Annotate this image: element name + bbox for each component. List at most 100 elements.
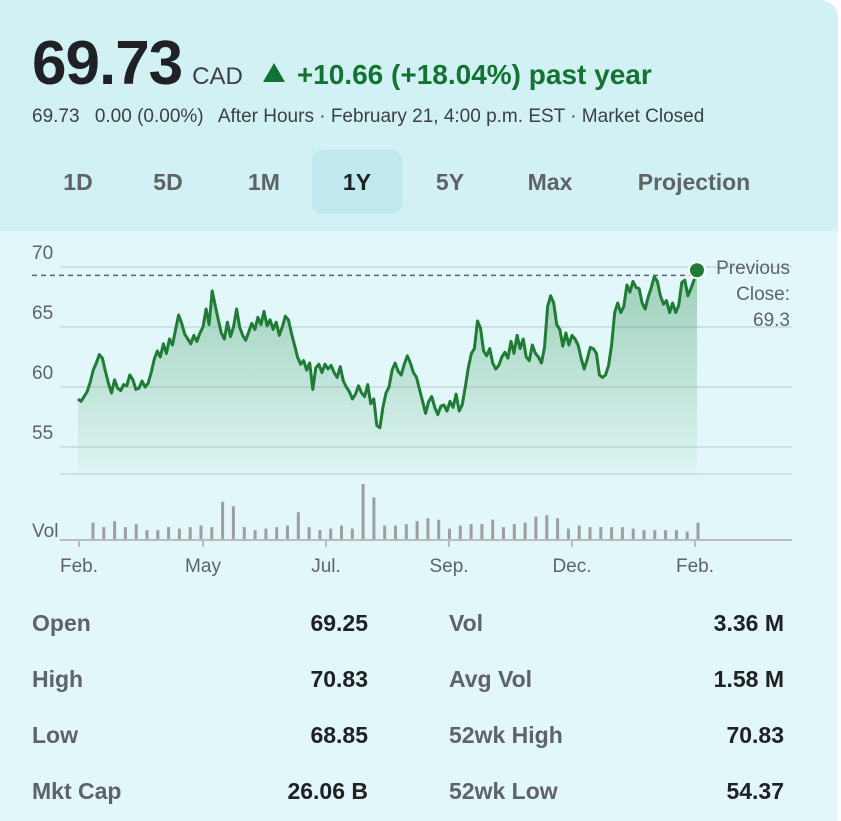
previous-close-text-line2: Close:: [736, 284, 790, 305]
stat-row: High 70.83 Avg Vol 1.58 M: [32, 666, 788, 696]
stat-value-low: 68.85: [310, 722, 368, 748]
volume-bar: [631, 528, 635, 539]
price-chart[interactable]: 70 65 60 55 Previous Close: 69.3 Vol Feb. Ma…: [0, 240, 838, 580]
x-tick-label: Feb.: [676, 556, 714, 577]
tab-label: 5Y: [435, 168, 465, 195]
x-tick-label: May: [185, 556, 221, 577]
price-change-text: +10.66 (+18.04%) past year: [296, 59, 652, 90]
stat-label-open: Open: [32, 610, 91, 636]
volume-bar: [642, 530, 646, 539]
tab-label: 1D: [63, 168, 93, 195]
x-tick-label: Dec.: [552, 556, 591, 577]
volume-bar: [329, 528, 333, 539]
volume-bar: [599, 527, 603, 539]
volume-bar: [253, 530, 257, 539]
tab-label: Projection: [637, 168, 751, 195]
current-price: 69.73: [32, 29, 183, 98]
after-hours-info: After Hours · February 21, 4:00 p.m. EST…: [217, 106, 705, 127]
volume-bar: [534, 516, 538, 539]
volume-bar: [685, 531, 689, 539]
y-axis-ticks: 70 65 60 55: [32, 243, 53, 444]
y-tick-label: 60: [32, 363, 53, 384]
volume-axis-label: Vol: [32, 521, 58, 542]
volume-bar: [502, 527, 505, 539]
volume-bar: [123, 527, 127, 539]
volume-bar: [415, 521, 419, 539]
stat-label-mkt-cap: Mkt Cap: [32, 778, 122, 804]
volume-bar: [372, 497, 376, 539]
stat-value-vol: 3.36 M: [713, 610, 784, 636]
volume-bar: [350, 528, 354, 539]
range-tabs: 1D 5D 1M 1Y 5Y Max Projection: [0, 150, 838, 216]
y-tick-label: 70: [32, 243, 53, 264]
stat-label-high: High: [32, 666, 84, 692]
y-tick-label: 55: [32, 423, 53, 444]
volume-bar: [113, 521, 117, 539]
stat-value-open: 69.25: [310, 610, 368, 636]
volume-bar: [556, 518, 560, 539]
volume-bar: [307, 527, 311, 539]
after-hours-price: 69.73: [32, 106, 80, 127]
after-hours-line: 69.73 0.00 (0.00%) After Hours · Februar…: [32, 106, 714, 128]
y-tick-label: 65: [32, 303, 53, 324]
volume-bar: [383, 525, 387, 539]
tab-5y[interactable]: 5Y: [412, 150, 488, 214]
currency-code: CAD: [192, 63, 243, 90]
volume-bar: [491, 519, 495, 539]
tab-1m[interactable]: 1M: [224, 150, 304, 214]
volume-bar: [221, 501, 225, 539]
volume-bar: [469, 524, 473, 539]
tab-5d[interactable]: 5D: [130, 150, 206, 214]
stat-value-high: 70.83: [310, 666, 368, 692]
last-price-dot: [688, 261, 706, 280]
stat-label-52wk-high: 52wk High: [449, 722, 563, 748]
volume-bar: [545, 515, 549, 539]
volume-bar: [426, 518, 430, 539]
volume-bar: [404, 524, 408, 539]
stat-value-52wk-high: 70.83: [726, 722, 784, 748]
volume-bar: [102, 527, 106, 539]
volume-bar: [296, 512, 300, 539]
stat-label-vol: Vol: [449, 610, 484, 636]
volume-bar: [394, 525, 397, 539]
after-hours-change: 0.00 (0.00%): [94, 106, 204, 127]
x-tick-label: Feb.: [60, 556, 98, 577]
x-tick-label: Sep.: [429, 556, 468, 577]
volume-bar: [664, 530, 668, 539]
volume-bar: [588, 527, 592, 539]
volume-bar: [340, 525, 343, 539]
volume-bar: [134, 524, 138, 539]
tab-1y[interactable]: 1Y: [312, 150, 402, 214]
volume-bar: [458, 525, 462, 539]
up-arrow-icon: [262, 63, 285, 82]
price-area: [78, 270, 697, 474]
volume-bar: [210, 527, 214, 539]
tab-projection[interactable]: Projection: [618, 150, 770, 214]
stat-value-mkt-cap: 26.06 B: [287, 778, 368, 804]
tab-label: 1Y: [342, 168, 372, 195]
quote-header: 69.73 CAD +10.66 (+18.04%) past year 69.…: [0, 0, 838, 231]
previous-close-label: Previous Close: 69.3: [716, 258, 790, 331]
previous-close-value: 69.3: [753, 310, 790, 331]
tab-max[interactable]: Max: [506, 150, 594, 214]
volume-bar: [437, 519, 441, 539]
volume-bar: [156, 530, 160, 539]
price-change: +10.66 (+18.04%) past year: [262, 59, 652, 91]
volume-bar: [167, 527, 171, 539]
volume-bar: [523, 522, 527, 539]
volume-bar: [199, 525, 203, 539]
volume-bar: [318, 530, 322, 539]
stat-value-52wk-low: 54.37: [726, 778, 784, 804]
stat-label-52wk-low: 52wk Low: [449, 778, 558, 804]
tab-label: 1M: [248, 168, 280, 195]
volume-bar: [231, 506, 235, 539]
volume-bar: [577, 525, 581, 539]
volume-bar: [188, 527, 192, 539]
volume-bar: [91, 522, 95, 539]
volume-bar: [361, 484, 365, 539]
tab-1d[interactable]: 1D: [40, 150, 116, 214]
stat-row: Low 68.85 52wk High 70.83: [32, 722, 788, 752]
volume-bar: [275, 527, 279, 539]
x-axis-ticks: Feb. May Jul. Sep. Dec. Feb.: [60, 540, 714, 577]
volume-bar: [264, 528, 268, 539]
